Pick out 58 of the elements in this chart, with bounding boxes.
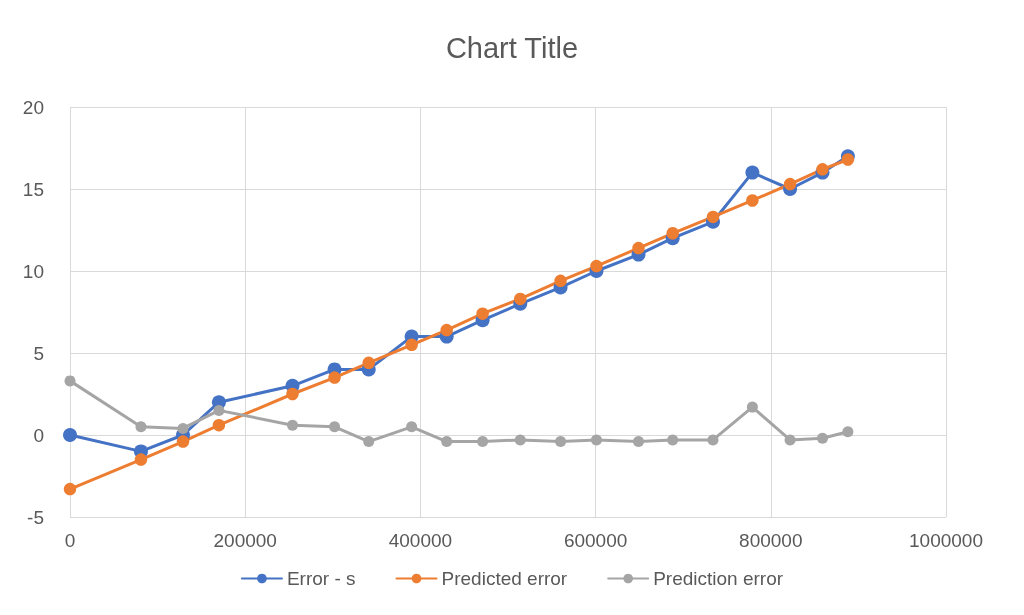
x-tick-label: 0: [64, 530, 76, 551]
point: [555, 436, 567, 448]
point: [514, 434, 526, 446]
point: [63, 482, 77, 496]
point: [841, 153, 855, 166]
point: [667, 434, 679, 446]
point: [134, 453, 148, 466]
point: [329, 421, 341, 433]
point: [746, 401, 758, 413]
point: [328, 371, 341, 384]
y-tick-label: 15: [22, 178, 44, 200]
point: [440, 323, 453, 337]
x-tick-label: 400000: [388, 530, 453, 551]
point: [176, 435, 190, 448]
point: [632, 241, 645, 255]
point: [177, 422, 189, 434]
x-tick-label: 800000: [739, 530, 803, 551]
point: [707, 434, 719, 446]
legend-label: Predicted error: [441, 568, 568, 589]
point: [212, 418, 226, 432]
point: [362, 356, 375, 370]
point: [706, 210, 720, 224]
point: [476, 307, 489, 320]
point: [286, 387, 299, 401]
point: [590, 434, 602, 446]
point: [746, 194, 759, 207]
legend-label: Error - s: [286, 568, 356, 589]
legend-label: Prediction error: [653, 568, 784, 589]
point: [64, 375, 76, 387]
y-tick-label: 20: [22, 96, 44, 118]
point: [514, 292, 527, 306]
point: [406, 421, 418, 433]
point: [784, 434, 796, 446]
point: [745, 165, 760, 180]
point: [816, 163, 829, 176]
y-tick-label: -5: [27, 506, 44, 528]
point: [63, 428, 77, 442]
point: [783, 177, 797, 191]
point: [363, 436, 375, 448]
x-tick-label: 600000: [563, 530, 628, 551]
point: [441, 436, 453, 448]
point: [135, 421, 147, 433]
point: [633, 436, 645, 448]
x-tick-label: 1000000: [909, 530, 983, 551]
y-tick-label: 10: [22, 260, 44, 282]
point: [842, 426, 854, 438]
x-tick-label: 200000: [213, 530, 277, 551]
point: [590, 259, 603, 273]
point: [287, 419, 298, 431]
point: [817, 432, 828, 444]
point: [405, 338, 418, 352]
point: [477, 436, 489, 448]
y-tick-label: 0: [33, 424, 44, 446]
chart-title: Chart Title: [445, 31, 579, 64]
point: [666, 227, 679, 240]
point: [554, 274, 567, 288]
y-tick-label: 5: [33, 342, 44, 364]
point: [213, 404, 225, 416]
